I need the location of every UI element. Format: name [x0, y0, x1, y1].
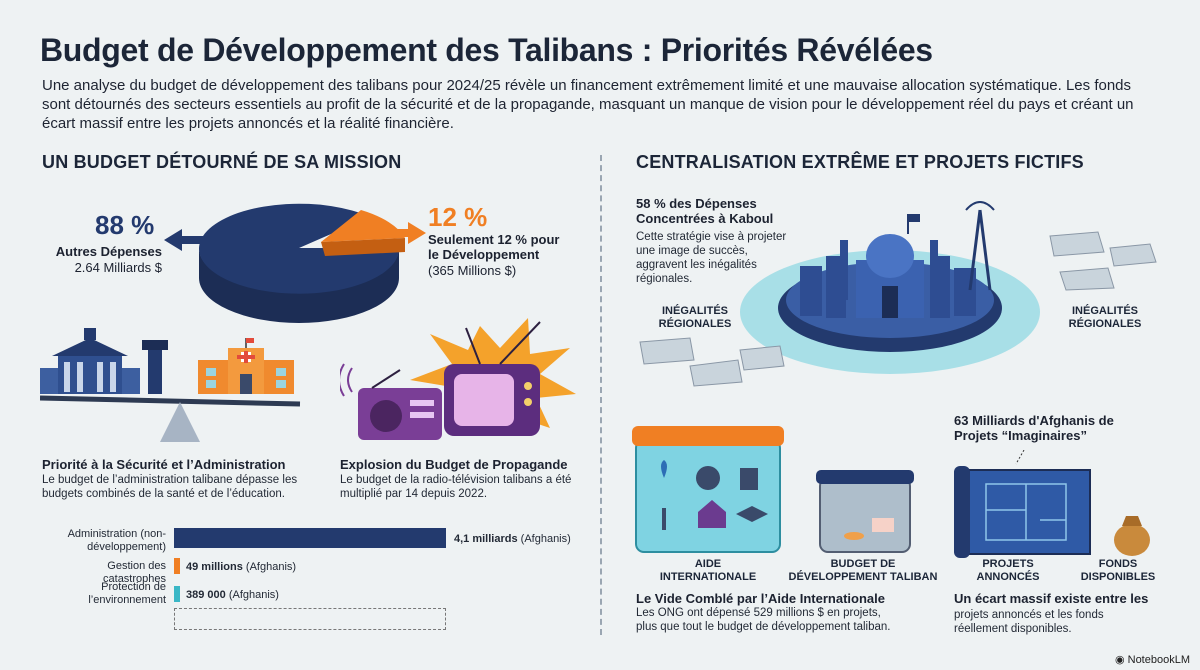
money-bag-icon — [1114, 516, 1150, 556]
brand-logo: ◉ NotebookLM — [1115, 653, 1190, 666]
intro-text: Une analyse du budget de développement d… — [42, 77, 1134, 132]
bill-icon — [872, 518, 894, 532]
taliban-budget-box-icon — [816, 470, 914, 553]
projects-label-funds: FONDS DISPONIBLES — [1080, 558, 1156, 583]
water-drop-icon — [661, 460, 667, 478]
aid-label-international: AIDE INTERNATIONALE — [659, 558, 757, 583]
bar-administration — [174, 528, 446, 548]
projects-label-announced: PROJETS ANNONCÉS — [976, 558, 1040, 583]
bar-label-disaster: Gestion des catastrophes — [103, 560, 166, 585]
pie-dev-pct: 12 % — [428, 202, 488, 232]
notebook-logo-icon: ◉ — [1114, 654, 1125, 666]
radio-icon — [358, 369, 442, 440]
bar-environment — [174, 586, 180, 602]
bar-disaster — [174, 558, 180, 574]
bar-empty-placeholder — [174, 608, 446, 630]
bar-label-environment: Protection de l’environnement — [88, 581, 166, 606]
bar-value-administration: 4,1 milliards (Afghanis) — [454, 533, 571, 545]
inequality-label-right: INÉGALITÉS RÉGIONALES — [1068, 305, 1142, 330]
television-icon — [444, 321, 541, 436]
kabul-text: Cette stratégie vise à projeter une imag… — [636, 231, 787, 285]
propaganda-title: Explosion du Budget de Propagande — [340, 457, 568, 472]
security-text: Le budget de l’administration talibane d… — [42, 474, 298, 500]
gap-text: projets annoncés et les fonds réellement… — [954, 609, 1104, 635]
watchtower-icon — [142, 340, 168, 394]
arrow-left-icon — [164, 229, 226, 251]
bar-value-environment: 389 000 (Afghanis) — [186, 589, 279, 601]
region-tiles-icon — [639, 231, 1157, 387]
aid-label-budget: BUDGET DE DÉVELOPPEMENT TALIBAN — [788, 558, 938, 583]
pie-dev-label: Seulement 12 % pour le Développement — [428, 232, 560, 262]
section-divider — [600, 155, 602, 635]
book-icon — [740, 468, 758, 490]
blueprint-icon — [954, 466, 1091, 558]
pie-side-shadow — [199, 248, 399, 323]
graduation-cap-icon — [736, 506, 768, 522]
pie-other-label: Autres Dépenses — [55, 244, 162, 259]
mosque-icon — [840, 214, 938, 318]
kabul-city-illustration — [639, 201, 1157, 387]
pie-slice-other — [199, 203, 400, 294]
propaganda-media-illustration — [340, 318, 576, 440]
kabul-title: 58 % des Dépenses Concentrées à Kaboul — [636, 196, 774, 226]
pie-slice-development-side — [321, 238, 405, 256]
food-bowl-icon — [696, 466, 720, 490]
bar-label-administration: Administration (non-développement) — [67, 528, 166, 553]
balance-scale-illustration — [40, 328, 301, 442]
hospital-building-icon — [198, 338, 294, 394]
coin-icon — [844, 532, 864, 540]
projects-blueprint-illustration — [954, 450, 1150, 558]
radio-tower-icon — [965, 201, 995, 291]
pie-other-pct: 88 % — [95, 210, 155, 240]
gap-title: Un écart massif existe entre les — [954, 591, 1149, 606]
brand-name: NotebookLM — [1127, 654, 1190, 666]
pie-other-value: 2.64 Milliards $ — [74, 260, 162, 275]
propaganda-text: Le budget de la radio-télévision taliban… — [340, 474, 572, 500]
right-section-heading: CENTRALISATION EXTRÊME ET PROJETS FICTIF… — [636, 152, 1084, 172]
aid-title: Le Vide Comblé par l’Aide Internationale — [636, 591, 885, 606]
bar-value-disaster: 49 millions (Afghanis) — [186, 561, 297, 573]
left-section-heading: UN BUDGET DÉTOURNÉ DE SA MISSION — [42, 152, 402, 172]
page-title: Budget de Développement des Talibans : P… — [40, 32, 933, 68]
aid-text: Les ONG ont dépensé 529 millions $ en pr… — [636, 607, 891, 633]
aid-containers-illustration — [632, 426, 914, 553]
inequality-label-left: INÉGALITÉS RÉGIONALES — [658, 305, 732, 330]
arrow-right-icon — [372, 222, 426, 244]
utensils-icon — [662, 508, 666, 530]
security-title: Priorité à la Sécurité et l’Administrati… — [42, 457, 286, 472]
projects-title: 63 Milliards d'Afghanis de Projets “Imag… — [954, 413, 1114, 443]
pie-dev-value: (365 Millions $) — [428, 263, 517, 278]
scale-fulcrum — [160, 402, 200, 442]
house-icon — [698, 500, 726, 528]
budget-pie-illustration — [199, 203, 405, 323]
government-building-icon — [40, 328, 140, 394]
budget-bar-chart: Administration (non-développement) Gesti… — [42, 525, 602, 635]
international-aid-box-icon — [632, 426, 784, 553]
